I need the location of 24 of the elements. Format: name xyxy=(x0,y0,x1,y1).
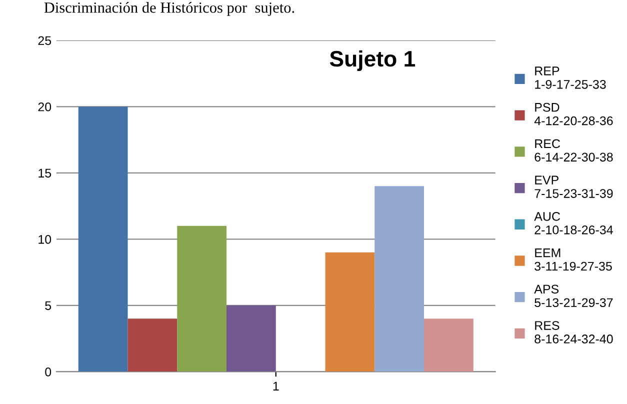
y-tick-label: 20 xyxy=(38,102,52,112)
legend-label: RES 8-16-24-32-40 xyxy=(534,321,613,344)
legend-label: APS 5-13-21-29-37 xyxy=(534,284,613,308)
bar xyxy=(78,106,128,372)
y-tick-label: 5 xyxy=(45,301,52,310)
bar xyxy=(325,252,375,372)
chart-title: Sujeto 1 xyxy=(330,50,416,72)
y-tick-label: 15 xyxy=(38,168,52,178)
bar xyxy=(177,226,227,372)
legend-label: REC 6-14-22-30-38 xyxy=(534,139,613,162)
bar xyxy=(128,318,178,372)
bar xyxy=(374,186,424,372)
y-tick-label: 0 xyxy=(45,367,52,376)
bar xyxy=(424,318,474,372)
legend-label: AUC 2-10-18-26-34 xyxy=(534,212,613,234)
legend-label: REP 1-9-17-25-33 xyxy=(535,66,606,89)
legend-label: EEM 3-11-19-27-35 xyxy=(534,248,612,271)
legend-label: PSD 4-12-20-28-36 xyxy=(534,102,613,126)
y-tick-label: 25 xyxy=(38,36,52,46)
bar xyxy=(226,305,276,372)
x-tick-label: 1 xyxy=(273,382,279,390)
y-tick-label: 10 xyxy=(38,234,52,244)
text: Discriminación de Históricos por sujeto. xyxy=(44,2,294,16)
legend-label: EVP 7-15-23-31-39 xyxy=(534,176,613,198)
